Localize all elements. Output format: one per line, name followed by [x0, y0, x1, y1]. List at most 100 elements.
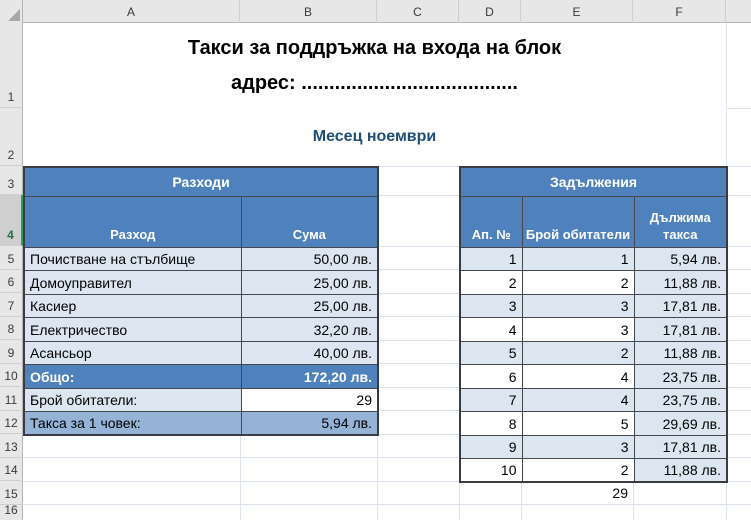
column-header-strip: A B C D E F [0, 0, 751, 23]
table-row: Електричество 32,20 лв. [23, 317, 379, 342]
residents-cell[interactable]: 3 [521, 317, 635, 342]
expense-name-cell[interactable]: Почистване на стълбище [23, 246, 242, 271]
expense-amount-cell[interactable]: 25,00 лв. [240, 270, 379, 295]
row-header-12[interactable]: 12 [0, 410, 23, 434]
fee-cell[interactable]: 5,94 лв. [633, 246, 728, 271]
apartment-cell[interactable]: 2 [459, 270, 523, 295]
table-row: Ап. № Брой обитатели Дължима такса [459, 195, 728, 248]
residents-value-cell[interactable]: 29 [240, 387, 379, 412]
row-header-10[interactable]: 10 [0, 363, 23, 387]
apartment-cell[interactable]: 5 [459, 340, 523, 365]
expense-name-cell[interactable]: Домоуправител [23, 270, 242, 295]
gridline [23, 434, 751, 435]
apartment-cell[interactable]: 6 [459, 364, 523, 389]
expense-amount-cell[interactable]: 50,00 лв. [240, 246, 379, 271]
residents-sum-cell[interactable]: 29 [612, 485, 628, 501]
expense-amount-cell[interactable]: 40,00 лв. [240, 340, 379, 365]
expense-name-cell[interactable]: Електричество [23, 317, 242, 342]
apartment-cell[interactable]: 3 [459, 293, 523, 318]
row-header-6[interactable]: 6 [0, 269, 23, 293]
dues-table: Задължения Ап. № Брой обитатели Дължима … [459, 166, 728, 483]
expense-amount-cell[interactable]: 25,00 лв. [240, 293, 379, 318]
total-value-cell[interactable]: 172,20 лв. [240, 364, 379, 389]
row-header-strip: 1 2 3 4 5 6 7 8 9 10 11 12 13 14 15 16 [0, 23, 23, 520]
row-header-2[interactable]: 2 [0, 108, 23, 166]
col-header-f[interactable]: F [633, 0, 726, 23]
table-row: 2 2 11,88 лв. [459, 270, 728, 295]
per-person-label-cell[interactable]: Такса за 1 човек: [23, 411, 242, 436]
residents-cell[interactable]: 2 [521, 340, 635, 365]
row-header-5[interactable]: 5 [0, 246, 23, 270]
fee-cell[interactable]: 17,81 лв. [633, 434, 728, 459]
title-cell[interactable]: Такси за поддръжка на входа на блок адре… [23, 23, 726, 108]
residents-cell[interactable]: 3 [521, 434, 635, 459]
gridline [23, 504, 751, 505]
residents-cell[interactable]: 4 [521, 387, 635, 412]
total-label-cell[interactable]: Общо: [23, 364, 242, 389]
residents-cell[interactable]: 5 [521, 411, 635, 436]
apartment-cell[interactable]: 1 [459, 246, 523, 271]
expense-amount-cell[interactable]: 32,20 лв. [240, 317, 379, 342]
row-header-15[interactable]: 15 [0, 481, 23, 505]
row-header-16[interactable]: 16 [0, 503, 23, 520]
table-row: 5 2 11,88 лв. [459, 340, 728, 365]
residents-cell[interactable]: 2 [521, 458, 635, 483]
gridline [23, 410, 751, 411]
per-person-value-cell[interactable]: 5,94 лв. [240, 411, 379, 436]
row-header-8[interactable]: 8 [0, 316, 23, 340]
table-row: Разход Сума [23, 195, 379, 248]
apartment-cell[interactable]: 8 [459, 411, 523, 436]
row-header-7[interactable]: 7 [0, 293, 23, 317]
row-header-9[interactable]: 9 [0, 340, 23, 364]
col-header-d[interactable]: D [459, 0, 521, 23]
col-header-c[interactable]: C [377, 0, 459, 23]
row-header-14[interactable]: 14 [0, 457, 23, 481]
residents-cell[interactable]: 4 [521, 364, 635, 389]
gridline [23, 293, 751, 294]
row-header-13[interactable]: 13 [0, 434, 23, 458]
expenses-table-title[interactable]: Разходи [23, 166, 379, 197]
fee-cell[interactable]: 11,88 лв. [633, 340, 728, 365]
fee-cell[interactable]: 17,81 лв. [633, 317, 728, 342]
apartment-cell[interactable]: 9 [459, 434, 523, 459]
fee-cell[interactable]: 23,75 лв. [633, 364, 728, 389]
gridline [23, 340, 751, 341]
fee-cell[interactable]: 11,88 лв. [633, 458, 728, 483]
table-row: Домоуправител 25,00 лв. [23, 270, 379, 295]
table-row: 9 3 17,81 лв. [459, 434, 728, 459]
row-header-4-selected[interactable]: 4 [0, 195, 23, 246]
row-header-11[interactable]: 11 [0, 387, 23, 411]
residents-label-cell[interactable]: Брой обитатели: [23, 387, 242, 412]
fee-column-header[interactable]: Дължима такса [633, 195, 728, 248]
expense-name-cell[interactable]: Асансьор [23, 340, 242, 365]
fee-cell[interactable]: 23,75 лв. [633, 387, 728, 412]
apartment-column-header[interactable]: Ап. № [459, 195, 523, 248]
row-header-3[interactable]: 3 [0, 166, 23, 195]
apartment-cell[interactable]: 4 [459, 317, 523, 342]
fee-cell[interactable]: 11,88 лв. [633, 270, 728, 295]
residents-cell[interactable]: 1 [521, 246, 635, 271]
expense-name-cell[interactable]: Касиер [23, 293, 242, 318]
apartment-cell[interactable]: 7 [459, 387, 523, 412]
residents-cell[interactable]: 3 [521, 293, 635, 318]
dues-table-title[interactable]: Задължения [459, 166, 728, 197]
amount-column-header[interactable]: Сума [240, 195, 379, 248]
fee-cell[interactable]: 17,81 лв. [633, 293, 728, 318]
row-header-1[interactable]: 1 [0, 23, 23, 108]
table-row: 10 2 11,88 лв. [459, 458, 728, 483]
col-header-e[interactable]: E [521, 0, 633, 23]
residents-cell[interactable]: 2 [521, 270, 635, 295]
apartment-cell[interactable]: 10 [459, 458, 523, 483]
gridline [23, 195, 751, 196]
month-subtitle-cell[interactable]: Месец ноември [23, 108, 726, 166]
gridline [23, 387, 751, 388]
select-all-button[interactable] [0, 0, 23, 23]
col-header-partial[interactable] [726, 0, 751, 23]
residents-column-header[interactable]: Брой обитатели [521, 195, 635, 248]
table-row: 3 3 17,81 лв. [459, 293, 728, 318]
col-header-b[interactable]: B [240, 0, 377, 23]
table-row: Разходи [23, 166, 379, 197]
col-header-a[interactable]: A [23, 0, 240, 23]
expense-column-header[interactable]: Разход [23, 195, 242, 248]
fee-cell[interactable]: 29,69 лв. [633, 411, 728, 436]
